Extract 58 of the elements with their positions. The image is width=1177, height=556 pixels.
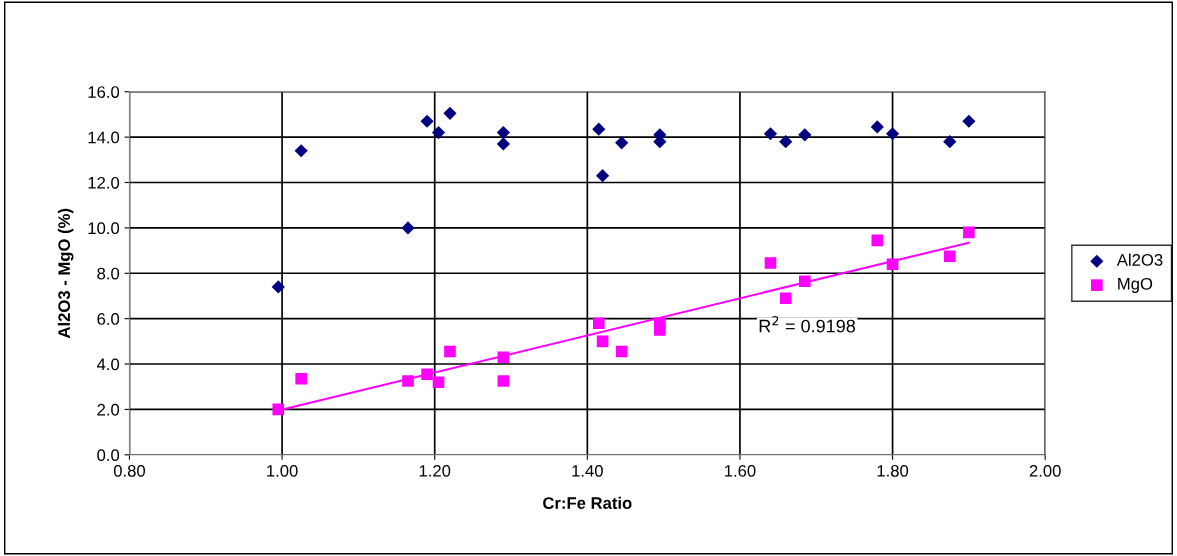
point xyxy=(401,221,415,235)
point xyxy=(654,324,666,336)
point xyxy=(963,226,975,239)
y-tick-label: 0.0 xyxy=(97,449,120,462)
point xyxy=(402,375,414,387)
point xyxy=(798,128,812,142)
point xyxy=(421,368,433,381)
x-tick-label: 0.80 xyxy=(113,464,146,477)
x-tick-label: 1.00 xyxy=(267,464,298,477)
x-tick-label: 1.20 xyxy=(419,464,451,477)
point xyxy=(962,114,976,128)
point xyxy=(779,292,792,305)
point xyxy=(886,258,899,271)
point xyxy=(271,280,285,294)
point xyxy=(943,250,956,263)
point xyxy=(798,275,811,288)
y-tick-label: 14.0 xyxy=(88,131,120,144)
point xyxy=(779,135,793,149)
point xyxy=(420,114,434,128)
x-tick-label: 1.40 xyxy=(572,464,603,477)
point xyxy=(592,122,606,136)
y-tick-label: 8.0 xyxy=(97,267,120,280)
annotation: R$^{2}$ = 0.9198 xyxy=(759,315,856,333)
point xyxy=(497,375,510,387)
y-tick-label: 16.0 xyxy=(88,86,120,98)
point xyxy=(763,127,778,141)
y-tick-label: 10.0 xyxy=(88,222,120,235)
point xyxy=(497,351,510,364)
point xyxy=(596,335,609,348)
point xyxy=(443,106,457,120)
point xyxy=(615,136,629,150)
point xyxy=(294,144,308,158)
x-tick-label: 1.60 xyxy=(724,464,756,477)
point xyxy=(432,376,445,388)
point xyxy=(592,317,605,330)
point xyxy=(615,345,628,358)
point xyxy=(870,120,884,134)
point xyxy=(596,169,610,183)
x-axis-title: Cr:Fe Ratio xyxy=(543,496,632,509)
x-tick-label: 2.00 xyxy=(1029,464,1061,477)
y-tick-label: 4.0 xyxy=(96,358,120,371)
x-tick-label: 1.80 xyxy=(877,464,909,477)
y-axis-title: Al2O3 - MgO (%) xyxy=(57,208,74,339)
point xyxy=(885,127,900,141)
point xyxy=(764,257,777,269)
point xyxy=(871,234,884,247)
y-tick-label: 6.0 xyxy=(97,313,120,325)
point xyxy=(431,126,446,140)
y-tick-label: 12.0 xyxy=(88,176,120,189)
legend-label: MgO xyxy=(1118,277,1153,293)
point xyxy=(444,345,456,358)
y-tick-label: 2.0 xyxy=(97,403,120,416)
point xyxy=(272,403,285,416)
legend-label: Al2O3 xyxy=(1116,253,1163,266)
point xyxy=(496,137,510,151)
point xyxy=(496,126,510,140)
point xyxy=(943,135,957,149)
point xyxy=(295,372,307,385)
